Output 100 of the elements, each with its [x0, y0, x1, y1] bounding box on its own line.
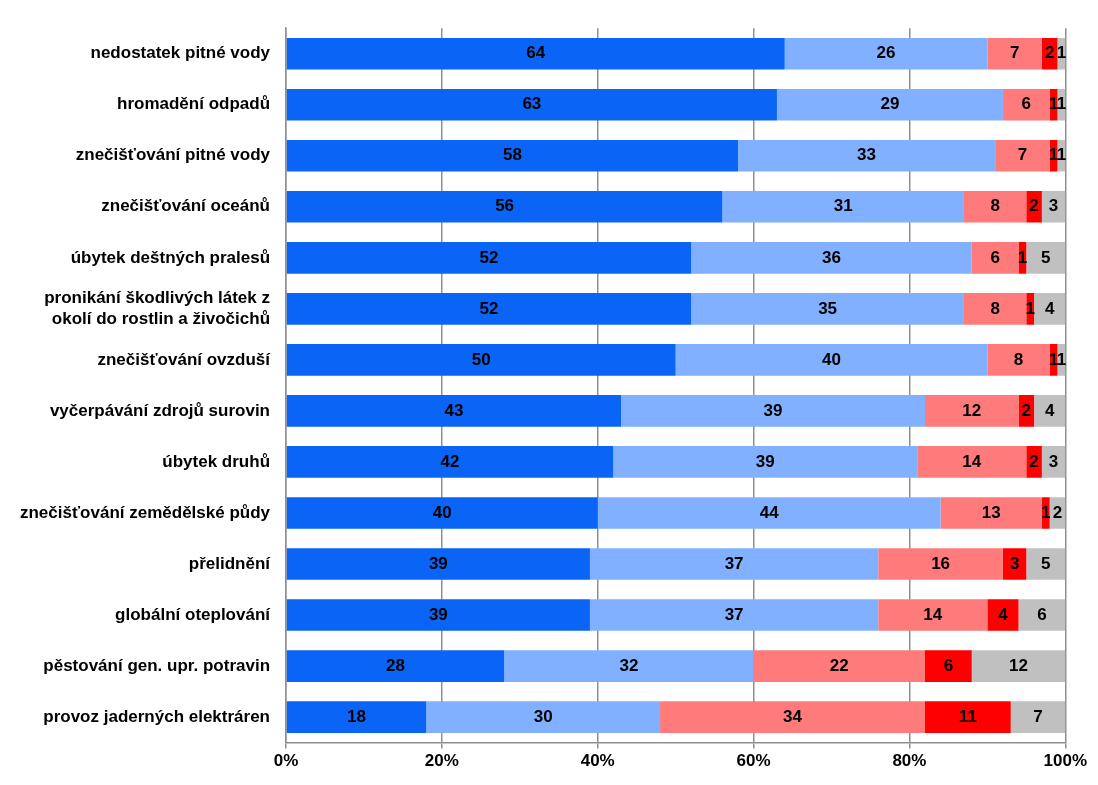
bar	[613, 446, 918, 478]
data-label: 39	[755, 451, 775, 471]
data-label: 3	[1048, 451, 1059, 471]
data-label: 1	[1048, 94, 1059, 114]
data-label: 6	[1037, 604, 1047, 624]
bar	[1002, 88, 1050, 121]
bar	[691, 293, 964, 325]
data-label: 3	[1009, 553, 1020, 573]
data-label: 39	[428, 604, 448, 624]
bar	[995, 139, 1050, 172]
bar	[987, 599, 1019, 631]
bar	[286, 599, 590, 631]
data-label: 37	[724, 553, 744, 573]
data-label: 31	[833, 196, 853, 216]
data-label: 7	[1017, 145, 1028, 165]
data-label: 2	[1029, 451, 1039, 471]
y-tick-label: úbytek druhů	[162, 451, 271, 471]
data-label: 44	[759, 502, 780, 522]
data-label: 16	[931, 553, 951, 573]
bar	[691, 242, 972, 274]
y-tick-label: hromadění odpadů	[117, 94, 271, 114]
data-label: 39	[763, 400, 783, 420]
data-label: 13	[981, 502, 1001, 522]
bar	[1026, 242, 1066, 274]
bar	[776, 88, 1003, 121]
data-label: 12	[1009, 655, 1028, 675]
y-tick-label: provoz jaderných elektráren	[43, 706, 271, 726]
data-label: 2	[1021, 400, 1032, 420]
data-label: 56	[495, 196, 515, 216]
data-label: 6	[990, 247, 1000, 267]
data-label: 6	[943, 655, 954, 675]
data-label: 34	[783, 706, 803, 726]
data-label: 64	[526, 43, 546, 63]
x-tick-label: 60%	[736, 751, 771, 771]
x-tick-label: 0%	[273, 751, 299, 771]
data-label: 4	[998, 604, 1009, 624]
bar	[940, 497, 1042, 529]
data-label: 1	[1041, 502, 1051, 522]
bar	[963, 293, 1027, 325]
x-tick-label: 80%	[892, 751, 927, 771]
y-tick-label: nedostatek pitné vody	[90, 43, 271, 63]
data-label: 14	[923, 604, 943, 624]
data-label: 22	[829, 655, 849, 675]
data-label: 14	[962, 451, 982, 471]
bar	[753, 650, 925, 682]
data-label: 39	[428, 553, 448, 573]
x-tick-label: 40%	[580, 751, 615, 771]
y-tick-label: úbytek deštných pralesů	[70, 247, 271, 267]
bar	[878, 548, 1003, 580]
bar	[286, 293, 692, 325]
data-label: 6	[1021, 94, 1032, 114]
y-tick-label: znečišťování ovzduší	[97, 349, 272, 369]
data-label: 4	[1044, 298, 1055, 318]
x-tick-label: 20%	[424, 751, 459, 771]
data-label: 7	[1033, 706, 1043, 726]
bar	[286, 242, 692, 274]
data-label: 1	[1048, 349, 1059, 369]
data-label: 40	[822, 349, 841, 369]
bar	[878, 599, 988, 631]
y-tick-label: pronikání škodlivých látek z okolí do rostlin a živočichů	[44, 288, 271, 328]
bar	[917, 446, 1027, 478]
bar	[504, 650, 754, 682]
bar	[925, 395, 1019, 427]
bar	[1034, 395, 1066, 427]
y-tick-label: znečišťování oceánů	[101, 196, 271, 216]
bar	[971, 242, 1019, 274]
data-label: 35	[818, 298, 838, 318]
data-label: 4	[1044, 400, 1055, 420]
data-label: 30	[533, 706, 553, 726]
bar	[722, 190, 964, 223]
bar	[286, 88, 777, 121]
data-label: 1	[1048, 145, 1059, 165]
data-label: 3	[1048, 196, 1059, 216]
bar	[987, 37, 1042, 70]
data-label: 63	[522, 94, 542, 114]
data-label: 1	[1056, 145, 1067, 165]
bar	[784, 37, 988, 70]
y-tick-label: znečišťování zemědělské půdy	[19, 502, 271, 522]
data-label: 58	[502, 145, 522, 165]
data-label: 2	[1029, 196, 1039, 216]
data-label: 2	[1044, 43, 1055, 63]
data-label: 52	[479, 298, 499, 318]
bar	[963, 190, 1027, 223]
bar	[675, 344, 988, 376]
bar	[286, 701, 427, 733]
bar	[286, 650, 505, 682]
bar	[286, 139, 738, 172]
bar	[1026, 548, 1066, 580]
data-label: 43	[444, 400, 464, 420]
data-label: 8	[990, 196, 1000, 216]
data-label: 33	[857, 145, 877, 165]
bar	[286, 395, 622, 427]
bar	[589, 599, 879, 631]
y-tick-label: znečišťování pitné vody	[75, 145, 271, 165]
data-label: 32	[619, 655, 639, 675]
data-label: 12	[962, 400, 982, 420]
bar	[286, 446, 614, 478]
data-label: 50	[471, 349, 491, 369]
bar	[589, 548, 879, 580]
data-label: 1	[1056, 349, 1067, 369]
